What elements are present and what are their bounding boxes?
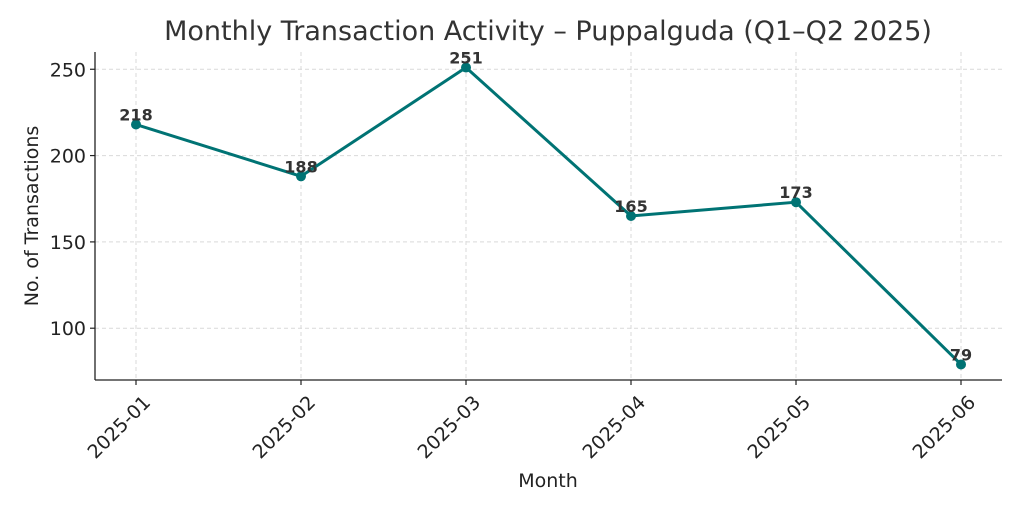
x-axis-label: Month [518, 470, 578, 492]
data-labels: 218 188 251 165 173 79 [119, 49, 972, 365]
data-label: 165 [614, 197, 647, 216]
data-label: 251 [449, 49, 482, 68]
data-point [626, 211, 636, 221]
x-tick-label: 2025-06 [908, 392, 980, 464]
y-tick-label: 150 [50, 232, 86, 254]
series-layer [131, 62, 966, 370]
axes: 100 150 200 250 2025-01 2025-02 2025-03 2025-04… [50, 52, 1002, 463]
grid [95, 52, 1002, 380]
data-point [296, 171, 306, 182]
x-tick-label: 2025-03 [413, 392, 485, 464]
data-point [956, 359, 966, 370]
data-label: 188 [284, 157, 317, 176]
chart-title: Monthly Transaction Activity – Puppalgud… [164, 16, 932, 47]
y-axis-label: No. of Transactions [21, 126, 43, 307]
data-label: 173 [779, 183, 812, 202]
y-tick-label: 200 [50, 146, 86, 168]
data-point [131, 119, 141, 130]
x-tick-label: 2025-01 [83, 392, 155, 464]
series-line [135, 66, 963, 366]
x-tick-label: 2025-04 [578, 392, 650, 464]
data-point [461, 62, 471, 73]
x-tick-label: 2025-05 [743, 392, 815, 464]
data-label: 218 [119, 106, 152, 125]
x-tick-label: 2025-02 [248, 392, 320, 464]
y-tick-label: 250 [50, 59, 86, 81]
y-tick-label: 100 [50, 318, 86, 340]
data-label: 79 [950, 345, 972, 364]
data-point [791, 197, 801, 208]
